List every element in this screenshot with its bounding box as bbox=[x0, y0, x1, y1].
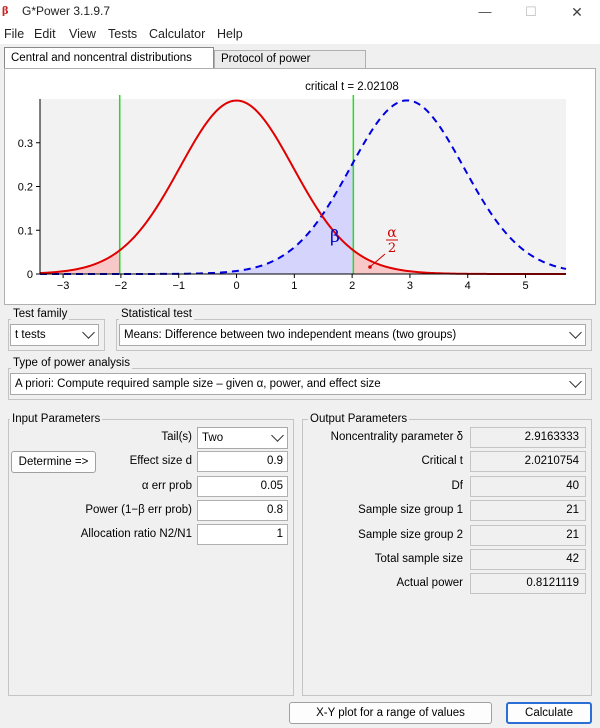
title-bar bbox=[0, 0, 600, 24]
critical-t-label: Critical t bbox=[421, 455, 463, 468]
sample-size-group-2-value: 21 bbox=[470, 524, 586, 546]
beta-label: β bbox=[330, 227, 340, 247]
y-tick-label: 0.2 bbox=[18, 182, 33, 194]
x-tick-label: −2 bbox=[115, 280, 128, 292]
sample-size-group-2-label: Sample size group 2 bbox=[358, 528, 463, 541]
total-sample-size-label: Total sample size bbox=[374, 553, 463, 565]
minimize-button[interactable]: — bbox=[478, 4, 492, 19]
tab-central-distributions[interactable]: Central and noncentral distributions bbox=[4, 47, 214, 68]
noncentrality-value: 2.9163333 bbox=[470, 427, 586, 448]
power-analysis-label: Type of power analysis bbox=[11, 357, 132, 369]
tails-value: Two bbox=[202, 432, 224, 444]
y-tick-label: 0 bbox=[27, 269, 33, 281]
alpha-err-label: α err prob bbox=[141, 480, 192, 492]
tails-select[interactable]: Two bbox=[197, 427, 288, 449]
y-tick-label: 0.3 bbox=[18, 138, 33, 150]
actual-power-label: Actual power bbox=[396, 577, 463, 590]
actual-power-value: 0.8121119 bbox=[470, 573, 586, 595]
total-sample-size-value: 42 bbox=[470, 549, 586, 570]
allocation-ratio-field[interactable]: 1 bbox=[197, 524, 288, 545]
power-analysis-select[interactable]: A priori: Compute required sample size –… bbox=[10, 373, 586, 395]
output-parameters-title: Output Parameters bbox=[308, 413, 410, 425]
x-tick-label: 1 bbox=[291, 280, 297, 292]
sample-size-group-1-label: Sample size group 1 bbox=[358, 504, 463, 517]
x-tick-label: 3 bbox=[407, 280, 413, 292]
chevron-down-icon bbox=[569, 326, 582, 339]
statistical-test-group bbox=[116, 319, 592, 351]
statistical-test-select[interactable]: Means: Difference between two independen… bbox=[119, 324, 586, 346]
test-family-value: t tests bbox=[15, 329, 46, 341]
test-family-select[interactable]: t tests bbox=[10, 324, 99, 346]
alpha-pointer bbox=[370, 253, 386, 267]
x-tick-label: 5 bbox=[522, 280, 528, 292]
power-analysis-group bbox=[8, 368, 592, 400]
x-tick-label: 2 bbox=[349, 280, 355, 292]
df-label: Df bbox=[451, 479, 464, 492]
determine-button[interactable]: Determine => bbox=[11, 451, 96, 473]
tails-label: Tail(s) bbox=[161, 431, 192, 443]
xy-plot-button[interactable]: X-Y plot for a range of values bbox=[289, 702, 492, 724]
power-analysis-value: A priori: Compute required sample size –… bbox=[15, 378, 381, 390]
calculate-button[interactable]: Calculate bbox=[506, 702, 592, 724]
effect-size-label: Effect size d bbox=[129, 455, 192, 467]
chevron-down-icon bbox=[82, 326, 95, 339]
effect-size-field[interactable]: 0.9 bbox=[197, 451, 288, 472]
statistical-test-value: Means: Difference between two independen… bbox=[124, 329, 457, 341]
x-tick-label: 0 bbox=[233, 280, 239, 292]
menu-tests[interactable]: Tests bbox=[108, 27, 138, 41]
y-tick-label: 0.1 bbox=[18, 225, 33, 237]
power-field[interactable]: 0.8 bbox=[197, 500, 288, 521]
alpha-area-right bbox=[353, 250, 566, 274]
df-value: 40 bbox=[470, 475, 586, 497]
alpha-area-left bbox=[40, 251, 120, 274]
menu-help[interactable]: Help bbox=[217, 27, 243, 41]
x-tick-label: 4 bbox=[465, 280, 471, 292]
alpha-err-field[interactable]: 0.05 bbox=[197, 476, 288, 497]
critical-t-annotation: critical t = 2.02108 bbox=[305, 81, 399, 93]
menu-calculator[interactable]: Calculator bbox=[149, 27, 206, 41]
input-parameters-title: Input Parameters bbox=[10, 413, 103, 425]
input-parameters-group bbox=[8, 419, 294, 696]
allocation-ratio-label: Allocation ratio N2/N1 bbox=[80, 528, 192, 540]
statistical-test-label: Statistical test bbox=[119, 308, 194, 320]
critical-t-value: 2.0210754 bbox=[470, 451, 586, 473]
x-tick-label: −3 bbox=[57, 280, 70, 292]
menu-bar bbox=[0, 24, 600, 44]
alpha-label-denominator: 2 bbox=[388, 241, 396, 256]
maximize-button[interactable]: ☐ bbox=[525, 4, 537, 19]
noncentrality-label: Noncentrality parameter δ bbox=[330, 431, 463, 443]
chevron-down-icon bbox=[569, 375, 582, 388]
alpha-pointer-dot bbox=[368, 265, 372, 269]
output-parameters-group bbox=[302, 419, 592, 696]
distribution-chart: −3 −2 −1 0 1 2 3 4 5 0 0.1 0.2 0.3 critical t = 2.02… bbox=[18, 81, 567, 292]
menu-edit[interactable]: Edit bbox=[34, 27, 56, 41]
menu-file[interactable]: File bbox=[4, 27, 25, 41]
test-family-label: Test family bbox=[11, 308, 70, 320]
beta-area bbox=[40, 162, 354, 274]
power-label: Power (1−β err prob) bbox=[85, 504, 192, 516]
menu-view[interactable]: View bbox=[69, 27, 96, 41]
x-tick-label: −1 bbox=[172, 280, 185, 292]
alpha-label-numerator: α bbox=[387, 225, 397, 241]
chevron-down-icon bbox=[271, 429, 284, 442]
close-button[interactable]: ✕ bbox=[571, 4, 583, 20]
window-title: G*Power 3.1.9.7 bbox=[22, 4, 111, 18]
sample-size-group-1-value: 21 bbox=[470, 500, 586, 522]
